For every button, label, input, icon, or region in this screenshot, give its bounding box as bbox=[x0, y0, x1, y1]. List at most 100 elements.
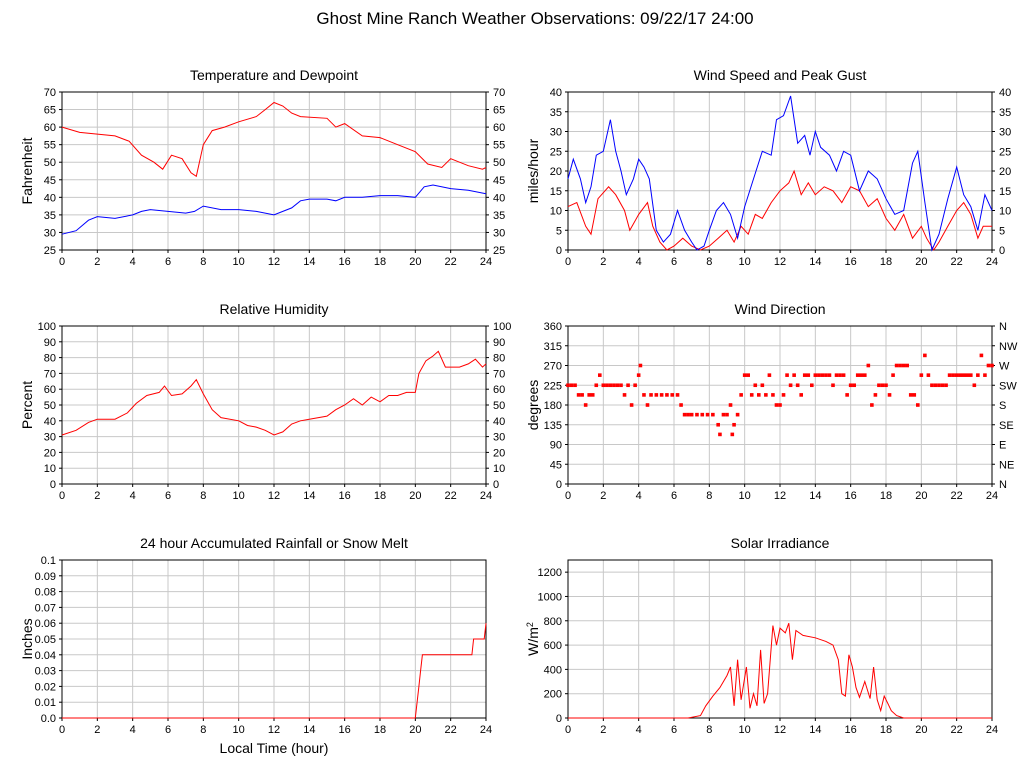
y-tick-label-right: 40 bbox=[493, 192, 505, 204]
x-tick-label: 6 bbox=[165, 490, 171, 502]
data-point bbox=[679, 403, 683, 407]
x-tick-label: 14 bbox=[303, 490, 315, 502]
data-point bbox=[792, 373, 796, 377]
data-point bbox=[721, 412, 726, 417]
y-tick-label-right: SW bbox=[999, 380, 1017, 392]
y-tick-label: 25 bbox=[44, 245, 56, 257]
chart-title: Solar Irradiance bbox=[731, 535, 830, 551]
data-point bbox=[675, 393, 680, 397]
x-tick-label: 20 bbox=[915, 490, 927, 502]
data-point bbox=[894, 363, 899, 368]
x-tick-label: 24 bbox=[480, 724, 492, 736]
x-tick-label: 24 bbox=[480, 256, 492, 268]
x-tick-label: 8 bbox=[706, 724, 712, 736]
data-point bbox=[619, 383, 623, 388]
data-point bbox=[965, 373, 970, 377]
series-line-0 bbox=[61, 350, 487, 436]
data-point bbox=[753, 383, 758, 388]
x-tick-label: 18 bbox=[374, 256, 386, 268]
y-tick-label: 50 bbox=[44, 400, 56, 412]
data-point bbox=[718, 432, 722, 437]
data-point bbox=[622, 393, 627, 397]
data-point bbox=[979, 353, 984, 358]
data-point bbox=[739, 393, 743, 397]
x-tick-label: 20 bbox=[409, 724, 421, 736]
x-tick-label: 10 bbox=[739, 724, 751, 736]
y-tick-label-right: 35 bbox=[999, 107, 1011, 119]
chart-title: Wind Speed and Peak Gust bbox=[694, 67, 867, 83]
data-point bbox=[884, 383, 888, 388]
data-point bbox=[785, 373, 789, 377]
y-tick-label: 10 bbox=[44, 463, 56, 475]
x-tick-label: 22 bbox=[445, 256, 457, 268]
data-point bbox=[711, 412, 715, 417]
y-tick-label: 315 bbox=[544, 341, 562, 353]
data-point bbox=[799, 393, 803, 397]
y-tick-label: 30 bbox=[44, 227, 56, 239]
y-axis-label: Fahrenheit bbox=[19, 137, 35, 204]
y-tick-label-right: 35 bbox=[493, 210, 505, 222]
data-point bbox=[990, 363, 994, 368]
x-tick-label: 6 bbox=[165, 256, 171, 268]
x-tick-label: 20 bbox=[915, 256, 927, 268]
y-tick-label: 0.0 bbox=[41, 713, 56, 725]
y-axis-label: Percent bbox=[19, 381, 35, 429]
y-tick-label: 0.06 bbox=[35, 618, 56, 630]
data-point bbox=[983, 373, 987, 377]
x-tick-label: 14 bbox=[303, 724, 315, 736]
data-point bbox=[898, 363, 902, 368]
data-point bbox=[972, 383, 977, 388]
y-tick-label: 40 bbox=[44, 192, 56, 204]
data-point bbox=[901, 363, 906, 368]
data-point bbox=[908, 393, 913, 397]
y-tick-label: 20 bbox=[550, 166, 562, 178]
y-axis-label: W/m2 bbox=[525, 622, 541, 656]
y-tick-label: 360 bbox=[544, 321, 562, 333]
y-tick-label: 135 bbox=[544, 420, 562, 432]
y-tick-label-right: S bbox=[999, 400, 1006, 412]
chart-title: Relative Humidity bbox=[220, 301, 329, 317]
y-tick-label-right: 30 bbox=[493, 432, 505, 444]
y-tick-label-right: 0 bbox=[999, 245, 1005, 257]
x-tick-label: 2 bbox=[600, 490, 606, 502]
data-point bbox=[642, 393, 646, 397]
chart-rainfall: 24 hour Accumulated Rainfall or Snow Mel… bbox=[19, 535, 492, 756]
x-tick-label: 0 bbox=[59, 490, 65, 502]
y-tick-label: 0.04 bbox=[35, 650, 56, 662]
x-tick-label: 18 bbox=[374, 490, 386, 502]
data-point bbox=[940, 383, 945, 388]
y-tick-label: 0 bbox=[556, 479, 562, 491]
y-tick-label-right: 40 bbox=[493, 416, 505, 428]
data-point bbox=[976, 373, 980, 377]
x-tick-label: 12 bbox=[774, 724, 786, 736]
x-tick-label: 8 bbox=[200, 724, 206, 736]
x-tick-label: 6 bbox=[671, 490, 677, 502]
data-point bbox=[594, 383, 599, 388]
y-tick-label: 10 bbox=[550, 206, 562, 218]
x-tick-label: 0 bbox=[59, 724, 65, 736]
y-tick-label: 0.03 bbox=[35, 666, 56, 678]
data-point bbox=[757, 393, 761, 397]
y-axis-label-superscript: 2 bbox=[525, 622, 535, 627]
y-tick-label: 35 bbox=[550, 107, 562, 119]
data-point bbox=[730, 432, 735, 437]
data-point bbox=[629, 403, 634, 407]
x-tick-label: 18 bbox=[880, 724, 892, 736]
data-point bbox=[859, 373, 864, 377]
y-tick-label: 0.08 bbox=[35, 587, 56, 599]
y-tick-label-right: N bbox=[999, 321, 1007, 333]
y-tick-label-right: 15 bbox=[999, 186, 1011, 198]
x-tick-label: 10 bbox=[233, 724, 245, 736]
data-point bbox=[587, 393, 591, 397]
data-point bbox=[569, 383, 574, 388]
data-point bbox=[778, 403, 782, 407]
data-point bbox=[725, 412, 729, 417]
data-point bbox=[813, 373, 818, 377]
x-tick-label: 16 bbox=[845, 256, 857, 268]
data-point bbox=[686, 412, 690, 417]
x-tick-label: 8 bbox=[706, 490, 712, 502]
x-tick-label: 16 bbox=[339, 724, 351, 736]
data-point bbox=[580, 393, 584, 397]
